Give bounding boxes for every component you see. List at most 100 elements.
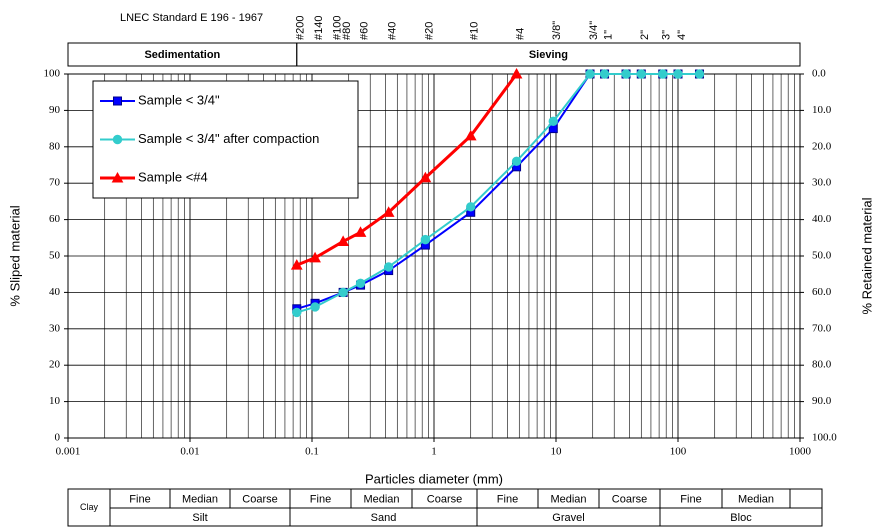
marker (310, 302, 320, 312)
y-tick-label: 90 (49, 104, 61, 116)
x-tick-label: 1 (431, 446, 437, 458)
sieve-label: #60 (358, 22, 370, 40)
marker (354, 226, 367, 237)
marker (337, 235, 349, 246)
table-cell: Median (738, 493, 774, 505)
sieve-label: 3" (661, 30, 673, 40)
table-cell: Coarse (242, 493, 277, 505)
y2-tick-label: 80.0 (812, 359, 832, 371)
marker (292, 307, 302, 318)
marker (673, 69, 683, 79)
table-cell: Fine (680, 493, 701, 505)
sieve-label: #4 (514, 28, 526, 40)
y-tick-label: 70 (49, 177, 61, 189)
table-cell: Fine (310, 493, 331, 505)
sieve-label: #20 (423, 22, 435, 40)
table-cell: Silt (192, 512, 207, 524)
marker (694, 69, 705, 79)
marker (466, 202, 476, 212)
y-tick-label: 40 (49, 286, 61, 298)
marker (420, 234, 431, 245)
marker (585, 69, 595, 79)
marker (658, 69, 668, 79)
series-line (296, 73, 700, 314)
table-cell: Bloc (730, 512, 752, 524)
table-cell: Sand (371, 512, 397, 524)
y-tick-label: 60 (49, 213, 61, 225)
sieve-label: 2" (639, 30, 651, 40)
legend-label: Sample <#4 (138, 169, 208, 184)
sieve-label: 4" (676, 30, 688, 40)
x-tick-label: 0.1 (305, 446, 319, 458)
legend-box (92, 80, 359, 199)
marker (599, 69, 610, 79)
y-tick-label: 10 (49, 395, 61, 407)
marker (338, 287, 348, 298)
zone-box (296, 42, 801, 67)
marker (636, 69, 646, 79)
x-tick-label: 10 (551, 446, 563, 458)
zone-label: Sieving (529, 49, 568, 61)
y2-tick-label: 30.0 (812, 177, 832, 189)
y2-tick-label: 60.0 (812, 286, 832, 298)
marker (290, 259, 303, 270)
table-cell: Median (363, 493, 399, 505)
marker (309, 251, 321, 263)
x-tick-label: 0.01 (180, 446, 199, 458)
header-note: LNEC Standard E 196 - 1967 (120, 12, 263, 24)
y2-tick-label: 10.0 (812, 104, 832, 116)
y2-tick-label: 20.0 (812, 140, 832, 152)
marker (419, 171, 432, 183)
table-cell: Clay (80, 502, 99, 512)
x-tick-label: 1000 (789, 446, 812, 458)
plot-frame (67, 73, 801, 439)
y2-axis-label: % Retained material (859, 197, 874, 314)
marker (464, 129, 477, 141)
table-cell: Fine (129, 493, 150, 505)
table-cell: Coarse (427, 493, 462, 505)
marker (383, 262, 394, 272)
y2-tick-label: 70.0 (812, 322, 832, 334)
legend-label: Sample < 3/4" after compaction (138, 131, 319, 146)
sieve-label: #80 (341, 22, 353, 40)
table-cell: Median (550, 493, 586, 505)
y-axis-label: % Sliped material (7, 205, 22, 306)
sieve-label: #100 (331, 16, 343, 40)
y2-tick-label: 90.0 (812, 395, 832, 407)
marker (355, 278, 366, 288)
y2-tick-label: 40.0 (812, 213, 832, 225)
y2-tick-label: 50.0 (812, 250, 832, 262)
marker (548, 116, 558, 127)
series-line (296, 73, 518, 267)
y2-tick-label: 0.0 (812, 68, 826, 80)
legend-label: Sample < 3/4" (138, 92, 220, 107)
x-tick-label: 100 (670, 446, 687, 458)
sieve-label: #40 (387, 22, 399, 40)
sieve-label: #200 (295, 16, 307, 40)
y-tick-label: 0 (55, 432, 61, 444)
y2-tick-label: 100.0 (812, 432, 837, 444)
sieve-label: #10 (469, 22, 481, 40)
marker (112, 134, 123, 145)
marker (511, 156, 522, 167)
marker (510, 67, 523, 79)
marker (111, 171, 124, 183)
y-tick-label: 80 (49, 140, 61, 152)
y-tick-label: 20 (49, 359, 61, 371)
x-tick-label: 0.001 (56, 446, 81, 458)
y-tick-label: 50 (49, 250, 61, 262)
marker (382, 206, 395, 217)
sieve-label: 3/8" (551, 21, 563, 40)
sieve-label: 1" (602, 30, 614, 40)
x-axis-label: Particles diameter (mm) (365, 471, 503, 486)
zone-label: Sedimentation (144, 49, 220, 61)
y-tick-label: 30 (49, 322, 61, 334)
table-cell: Median (182, 493, 218, 505)
table-cell: Fine (497, 493, 518, 505)
table-cell: Coarse (612, 493, 647, 505)
marker (621, 69, 631, 79)
table-cell: Gravel (552, 512, 584, 524)
y-tick-label: 100 (44, 68, 61, 80)
marker (113, 96, 122, 106)
